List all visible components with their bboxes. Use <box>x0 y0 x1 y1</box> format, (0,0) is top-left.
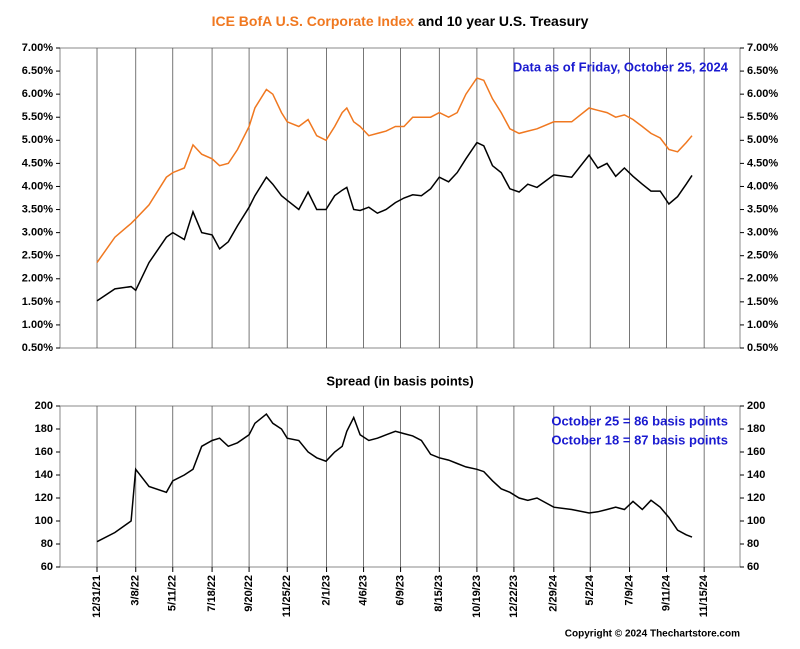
plot-frame <box>59 47 741 349</box>
title-part: ICE BofA U.S. Corporate Index <box>212 13 415 29</box>
y-tick-label: 140 <box>35 469 53 481</box>
y2-tick-label: 6.00% <box>747 88 778 100</box>
annotation: October 25 = 86 basis points <box>551 413 728 428</box>
x-tick-label: 4/6/23 <box>357 575 369 606</box>
x-tick-label: 7/9/24 <box>623 574 635 605</box>
x-tick-label: 12/31/21 <box>91 575 103 618</box>
y2-tick-label: 200 <box>747 400 765 412</box>
chart-title: Spread (in basis points) <box>326 373 473 388</box>
y2-tick-label: 160 <box>747 446 765 458</box>
y-tick-label: 120 <box>35 492 53 504</box>
y-tick-label: 5.00% <box>22 134 53 146</box>
plot-frame <box>59 405 741 568</box>
x-tick-label: 2/29/24 <box>548 574 560 612</box>
y-tick-label: 60 <box>41 561 53 573</box>
y2-tick-label: 80 <box>747 538 759 550</box>
x-tick-label: 8/15/23 <box>433 575 445 612</box>
title-part: and 10 year U.S. Treasury <box>414 13 589 29</box>
y-tick-label: 2.50% <box>22 250 53 262</box>
y2-tick-label: 4.50% <box>747 157 778 169</box>
y-tick-label: 1.00% <box>22 319 53 331</box>
y-tick-label: 6.50% <box>22 65 53 77</box>
x-tick-label: 5/11/22 <box>167 575 179 611</box>
y2-tick-label: 3.50% <box>747 203 778 215</box>
series-line <box>96 77 693 264</box>
y2-tick-label: 4.00% <box>747 180 778 192</box>
y2-tick-label: 60 <box>747 561 759 573</box>
y2-tick-label: 180 <box>747 423 765 435</box>
y2-tick-label: 1.50% <box>747 296 778 308</box>
y-tick-label: 80 <box>41 538 53 550</box>
y2-tick-label: 100 <box>747 515 765 527</box>
y-tick-label: 200 <box>35 400 53 412</box>
annotation: Data as of Friday, October 25, 2024 <box>513 59 729 74</box>
y-tick-label: 1.50% <box>22 296 53 308</box>
y2-tick-label: 2.50% <box>747 250 778 262</box>
x-tick-label: 7/18/22 <box>206 575 218 612</box>
x-tick-label: 12/22/23 <box>508 575 520 618</box>
y2-tick-label: 6.50% <box>747 65 778 77</box>
y-tick-label: 0.50% <box>22 342 53 354</box>
x-tick-label: 3/8/22 <box>130 575 142 606</box>
y-tick-label: 3.00% <box>22 227 53 239</box>
y-tick-label: 7.00% <box>22 42 53 54</box>
x-tick-label: 5/2/24 <box>584 574 596 605</box>
y2-tick-label: 7.00% <box>747 42 778 54</box>
y-tick-label: 6.00% <box>22 88 53 100</box>
y2-tick-label: 120 <box>747 492 765 504</box>
y2-tick-label: 1.00% <box>747 319 778 331</box>
y-tick-label: 2.00% <box>22 273 53 285</box>
y2-tick-label: 5.50% <box>747 111 778 123</box>
series-line <box>96 413 693 543</box>
y2-tick-label: 3.00% <box>747 227 778 239</box>
y2-tick-label: 2.00% <box>747 273 778 285</box>
x-tick-label: 10/19/23 <box>471 575 483 618</box>
y2-tick-label: 140 <box>747 469 765 481</box>
annotation: October 18 = 87 basis points <box>551 432 728 447</box>
y2-tick-label: 0.50% <box>747 342 778 354</box>
series-line <box>96 141 693 302</box>
y-tick-label: 4.00% <box>22 180 53 192</box>
copyright: Copyright © 2024 Thechartstore.com <box>565 629 740 640</box>
y-tick-label: 4.50% <box>22 157 53 169</box>
y-tick-label: 3.50% <box>22 203 53 215</box>
x-tick-label: 11/15/24 <box>698 574 710 617</box>
x-tick-label: 6/9/23 <box>394 575 406 606</box>
chart-title: ICE BofA U.S. Corporate Index and 10 yea… <box>212 13 589 29</box>
x-tick-label: 11/25/22 <box>281 575 293 617</box>
y-tick-label: 5.50% <box>22 111 53 123</box>
x-tick-label: 9/20/22 <box>243 575 255 612</box>
x-tick-label: 9/11/24 <box>660 574 672 611</box>
y-tick-label: 100 <box>35 515 53 527</box>
x-tick-label: 2/1/23 <box>320 575 332 606</box>
y-tick-label: 180 <box>35 423 53 435</box>
y2-tick-label: 5.00% <box>747 134 778 146</box>
y-tick-label: 160 <box>35 446 53 458</box>
